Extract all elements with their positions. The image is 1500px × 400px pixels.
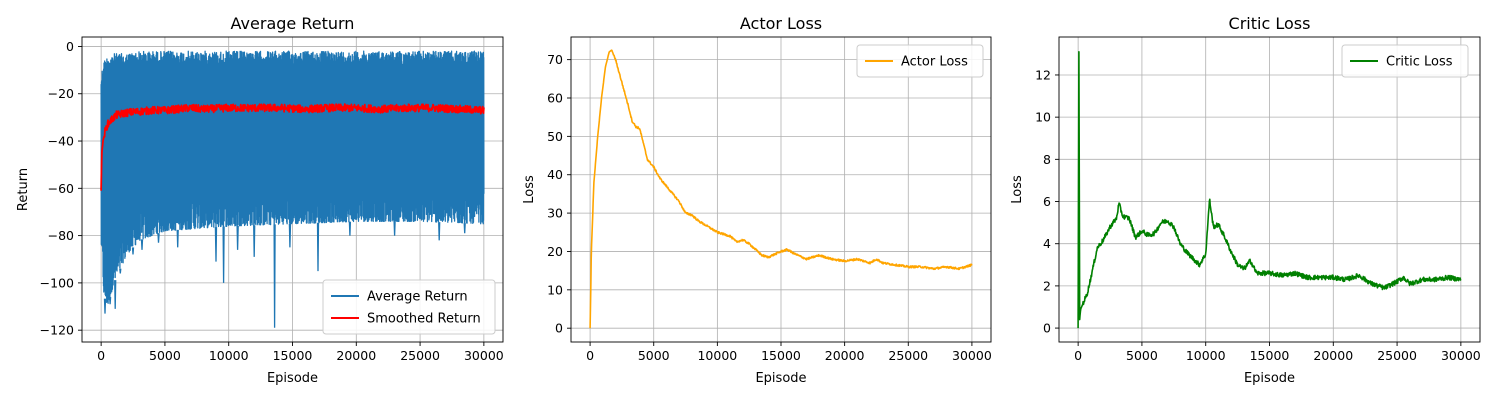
series-line-actor-loss [589,49,973,329]
y-tick-label: 12 [1035,67,1051,82]
x-tick-label: 30000 [952,348,992,363]
plot-area [1077,50,1462,329]
y-axis-label: Loss [1010,175,1025,204]
legend-box [1341,44,1469,78]
y-tick-label: 70 [547,52,563,67]
y-axis-label: Return [16,168,31,211]
y-tick-label: −100 [40,275,74,290]
y-tick-label: 20 [547,244,563,259]
y-tick-label: 60 [547,91,563,106]
legend-box [322,279,496,335]
spike [273,224,276,328]
spike [157,233,160,243]
x-tick-label: 0 [586,348,594,363]
x-tick-label: 30000 [1441,348,1481,363]
spike [316,222,320,272]
y-tick-label: −120 [40,323,74,338]
x-tick-label: 25000 [1377,348,1417,363]
spike [114,280,117,309]
y-tick-label: −20 [48,86,74,101]
y-tick-label: 0 [1043,321,1051,336]
y-tick-label: 40 [547,167,563,182]
spike [103,298,107,314]
x-tick-label: 5000 [149,348,181,363]
spike [214,227,218,262]
spike [348,221,352,236]
y-tick-label: 8 [1043,152,1051,167]
x-tick-label: 30000 [464,348,504,363]
spike [288,223,292,248]
legend-box [856,44,984,78]
spike [140,239,144,250]
y-tick-label: 2 [1043,278,1051,293]
series-line-critic-loss [1077,50,1462,329]
x-tick-label: 10000 [209,348,249,363]
x-tick-label: 25000 [888,348,928,363]
legend: Actor Loss [856,44,984,78]
y-axis-label: Loss [522,175,537,204]
legend: Critic Loss [1341,44,1469,78]
legend-label: Actor Loss [901,55,968,70]
spike [463,223,466,234]
spike [176,229,179,248]
y-tick-label: 6 [1043,194,1051,209]
y-tick-label: 0 [66,39,74,54]
x-axis-label: Episode [755,371,806,386]
plot-area [100,50,485,328]
x-tick-label: 0 [1074,348,1082,363]
spike [393,221,396,236]
gridlines [571,37,991,342]
y-tick-label: −80 [48,228,74,243]
x-tick-label: 0 [97,348,105,363]
x-tick-label: 15000 [273,348,313,363]
y-tick-label: 10 [1035,110,1051,125]
series-line-average-return [100,50,485,304]
y-tick-label: 30 [547,206,563,221]
spike [253,225,256,257]
chart-title: Critic Loss [1229,14,1311,33]
x-axis-label: Episode [267,371,318,386]
legend: Average Return Smoothed Return [322,279,496,335]
x-axis-label: Episode [1244,371,1295,386]
y-tick-label: 10 [547,282,563,297]
y-tick-label: −60 [48,181,74,196]
x-tick-label: 25000 [400,348,440,363]
gridlines [1059,37,1480,342]
chart-title: Actor Loss [740,14,822,33]
x-tick-label: 20000 [825,348,865,363]
plot-area [589,49,973,329]
chart-panel-2: 0 5000 10000 15000 20000 25000 30000 0 10 20 30 40 5… [522,14,992,386]
x-tick-label: 20000 [1313,348,1353,363]
y-tick-label: −40 [48,134,74,149]
legend-label: Critic Loss [1386,55,1453,70]
x-tick-label: 10000 [697,348,737,363]
y-tick-label: 0 [555,321,563,336]
chart-title: Average Return [231,14,355,33]
legend-label: Average Return [367,290,468,305]
chart-panel-3: 0 5000 10000 15000 20000 25000 30000 0 2 4 6 8 10 12 C… [1010,14,1481,386]
x-tick-label: 15000 [1250,348,1290,363]
series-line-smoothed-return [100,103,485,191]
legend-label: Smoothed Return [367,312,481,327]
spike [236,225,239,250]
x-tick-label: 5000 [1126,348,1158,363]
x-tick-label: 15000 [761,348,801,363]
spike [222,226,225,283]
spike [438,222,441,241]
x-tick-label: 20000 [336,348,376,363]
chart-panel-1: 0 5000 10000 15000 20000 25000 30000 0 −20 −40 −60… [16,14,504,386]
x-tick-label: 5000 [638,348,670,363]
x-tick-label: 10000 [1186,348,1226,363]
y-tick-label: 4 [1043,236,1051,251]
y-tick-label: 50 [547,129,563,144]
spike [131,247,135,255]
spike [108,297,112,305]
spike [119,268,122,274]
